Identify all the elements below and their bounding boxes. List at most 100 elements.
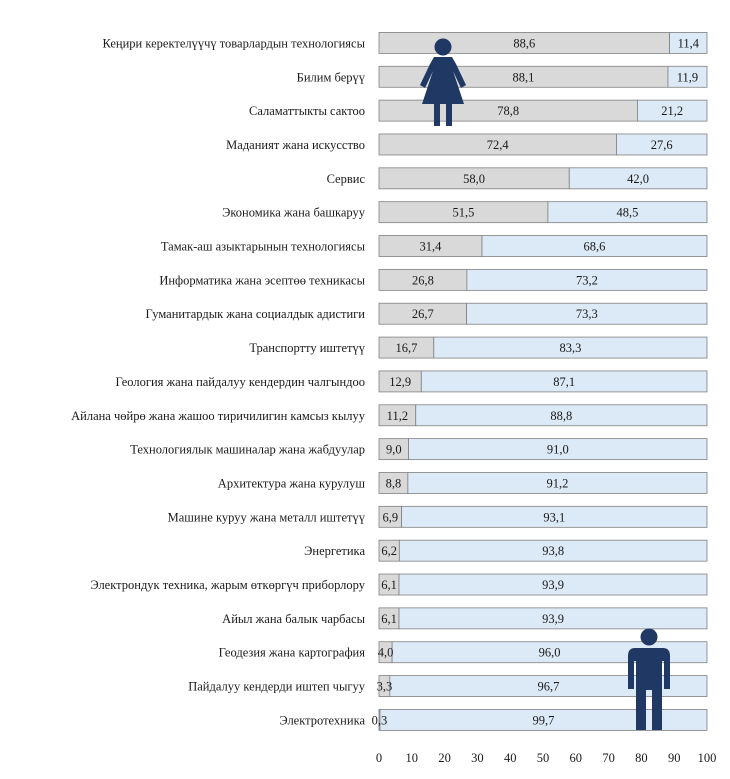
x-axis: 0 10 20 30 40 50 60 70 80 90 100: [376, 751, 717, 765]
bar-segment-right: [398, 607, 708, 630]
category-label: Маданият жана искусство: [226, 138, 365, 152]
data-label: 88,1: [513, 70, 535, 84]
category-label: Информатика жана эсептөө техникасы: [159, 273, 365, 287]
data-label: 91,0: [547, 443, 569, 457]
category-labels-group: Кеңири керектелүүчү товарлардын технолог…: [71, 36, 366, 727]
bar-segment-right: [420, 370, 708, 393]
data-label: 91,2: [546, 476, 568, 490]
data-label: 26,7: [412, 307, 434, 321]
category-label: Машине куруу жана металл иштетүү: [168, 510, 366, 524]
data-label: 99,7: [533, 713, 555, 727]
bar-segment-right: [398, 539, 708, 562]
data-label: 93,1: [543, 510, 565, 524]
bar-segment-right: [379, 709, 708, 731]
female-figure-icon: [420, 38, 466, 126]
data-label: 93,9: [542, 578, 564, 592]
data-label: 58,0: [463, 172, 485, 186]
data-label: 6,1: [381, 612, 397, 626]
category-label: Геология жана пайдалуу кендердин чалгынд…: [115, 375, 365, 389]
x-tick-label: 0: [376, 751, 382, 765]
data-label: 93,9: [542, 612, 564, 626]
data-label: 27,6: [651, 138, 673, 152]
bar-segment-right: [401, 505, 708, 528]
x-tick-label: 70: [602, 751, 615, 765]
bar-segment-right: [481, 235, 708, 257]
data-label: 12,9: [389, 375, 411, 389]
x-tick-label: 50: [537, 751, 550, 765]
x-tick-label: 100: [698, 751, 717, 765]
data-label: 21,2: [661, 104, 683, 118]
bar-segment-right: [415, 404, 708, 427]
bars-group: [378, 32, 708, 731]
data-label: 51,5: [453, 206, 475, 220]
data-label: 6,2: [381, 544, 397, 558]
data-label: 26,8: [412, 273, 434, 287]
data-label: 11,2: [387, 409, 408, 423]
category-label: Электротехника: [279, 713, 365, 727]
category-label: Транспортту иштетүү: [249, 341, 365, 355]
bar-segment-right: [667, 65, 708, 88]
bar-segment-right: [389, 675, 708, 697]
bar-segment-right: [547, 201, 708, 224]
data-label: 9,0: [386, 443, 402, 457]
data-label: 48,5: [617, 206, 639, 220]
category-label: Технологиялык машиналар жана жабдуулар: [130, 443, 365, 457]
male-figure-icon: [628, 628, 670, 730]
category-label: Гуманитардык жана социалдык адистиги: [146, 307, 366, 321]
data-label: 6,1: [381, 578, 397, 592]
category-label: Пайдалуу кендерди иштеп чыгуу: [188, 680, 366, 694]
category-label: Билим берүү: [297, 70, 366, 84]
x-tick-label: 30: [471, 751, 484, 765]
x-tick-label: 60: [570, 751, 583, 765]
data-label: 96,0: [539, 646, 561, 660]
data-label: 78,8: [497, 104, 519, 118]
data-label: 88,6: [513, 36, 535, 50]
data-label: 68,6: [584, 240, 606, 254]
category-label: Сервис: [327, 172, 366, 186]
data-label: 96,7: [537, 680, 559, 694]
bar-segment-right: [466, 268, 708, 291]
category-label: Энергетика: [304, 544, 365, 558]
data-label: 31,4: [420, 240, 443, 254]
data-label: 87,1: [553, 375, 575, 389]
data-label: 11,9: [677, 70, 698, 84]
data-label: 73,3: [576, 307, 598, 321]
data-label: 73,2: [576, 273, 598, 287]
x-tick-label: 20: [438, 751, 451, 765]
category-label: Саламаттыкты сактоо: [249, 104, 365, 118]
data-label: 83,3: [559, 341, 581, 355]
data-label: 6,9: [383, 510, 399, 524]
data-label: 93,8: [542, 544, 564, 558]
value-labels-group: 88,6 11,4 88,1 11,9 78,8 21,2 72,4 27,6 58,0 42,0…: [372, 36, 700, 727]
data-label: 11,4: [678, 36, 700, 50]
category-label: Экономика жана башкаруу: [222, 206, 366, 220]
bar-segment-right: [408, 438, 708, 461]
bar-segment-right: [398, 573, 708, 596]
category-label: Айлана чөйрө жана жашоо тиричилигин камс…: [71, 409, 366, 423]
bar-segment-right: [407, 472, 708, 494]
x-tick-label: 90: [668, 751, 681, 765]
category-label: Кеңири керектелүүчү товарлардын технолог…: [102, 36, 365, 50]
bar-segment-right: [669, 32, 708, 54]
category-label: Электрондук техника, жарым өткөргүч приб…: [90, 578, 365, 592]
category-label: Айыл жана балык чарбасы: [222, 612, 365, 626]
data-label: 16,7: [395, 341, 417, 355]
category-label: Геодезия жана картография: [219, 646, 366, 660]
bar-segment-right: [466, 302, 708, 325]
x-tick-label: 10: [406, 751, 419, 765]
x-tick-label: 40: [504, 751, 517, 765]
data-label: 72,4: [487, 138, 510, 152]
bar-segment-right: [637, 99, 708, 122]
x-tick-label: 80: [635, 751, 648, 765]
bar-segment-right: [616, 133, 708, 156]
bar-segment-right: [568, 167, 708, 190]
bar-segment-right: [433, 336, 708, 359]
category-label: Архитектура жана курулуш: [218, 476, 366, 490]
data-label: 42,0: [627, 172, 649, 186]
data-label: 4,0: [378, 646, 394, 660]
data-label: 88,8: [550, 409, 572, 423]
data-label: 0,3: [372, 713, 388, 727]
category-label: Тамак-аш азыктарынын технологиясы: [161, 240, 366, 254]
data-label: 8,8: [386, 476, 402, 490]
